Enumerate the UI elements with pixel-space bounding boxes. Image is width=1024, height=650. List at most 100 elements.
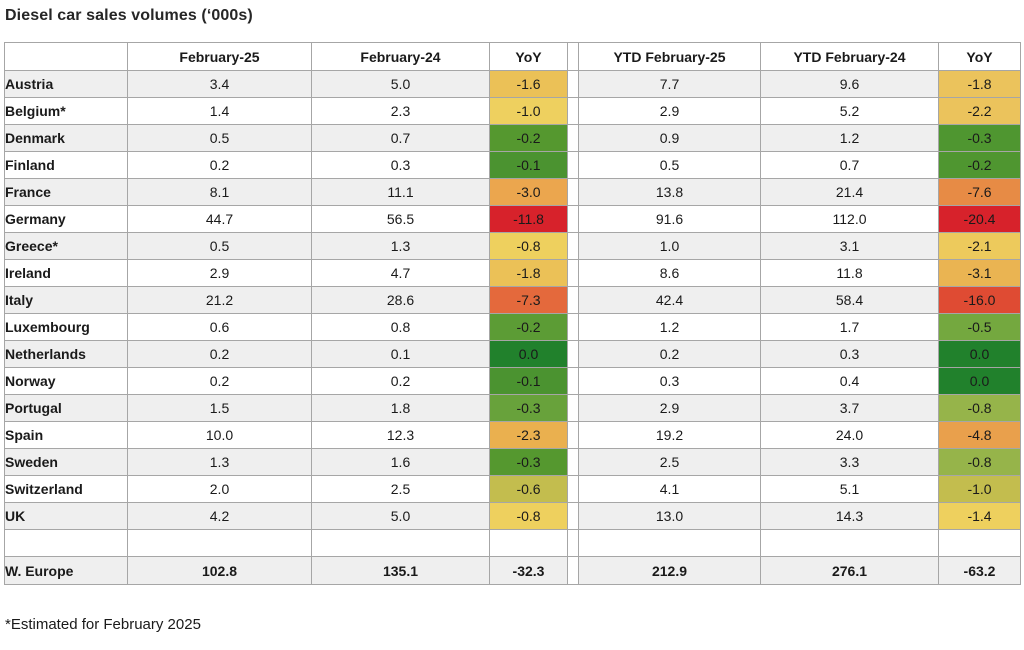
total-ytd24-value: 276.1 (760, 556, 939, 585)
spacer-cell (567, 367, 579, 395)
country-cell: Italy (4, 286, 128, 314)
blank-cell (760, 529, 939, 557)
ytd-yoy-value-cell: -0.5 (938, 313, 1021, 341)
blank-cell (578, 529, 761, 557)
country-cell: Belgium* (4, 97, 128, 125)
feb25-value-cell: 0.6 (127, 313, 312, 341)
ytd24-value-cell: 0.7 (760, 151, 939, 179)
table-row: Portugal 1.5 1.8 -0.3 2.9 3.7 -0.8 (4, 394, 1021, 422)
ytd24-value-cell: 21.4 (760, 178, 939, 206)
total-ytd25-value: 212.9 (578, 556, 761, 585)
feb24-value-cell: 2.3 (311, 97, 490, 125)
country-cell: Norway (4, 367, 128, 395)
country-cell: Portugal (4, 394, 128, 422)
country-cell: Luxembourg (4, 313, 128, 341)
ytd25-value-cell: 2.9 (578, 97, 761, 125)
yoy-value-cell: -0.2 (489, 124, 568, 152)
ytd25-value-cell: 1.2 (578, 313, 761, 341)
yoy-value-cell: -1.6 (489, 70, 568, 98)
table-row: Ireland 2.9 4.7 -1.8 8.6 11.8 -3.1 (4, 259, 1021, 287)
yoy-value-cell: -0.2 (489, 313, 568, 341)
table-footer: W. Europe 102.8 135.1 -32.3 212.9 276.1 … (4, 529, 1021, 585)
spacer-cell (567, 259, 579, 287)
country-cell: Switzerland (4, 475, 128, 503)
yoy-value-cell: -0.6 (489, 475, 568, 503)
yoy-value-cell: -0.8 (489, 232, 568, 260)
ytd25-value-cell: 13.0 (578, 502, 761, 530)
ytd24-value-cell: 24.0 (760, 421, 939, 449)
table-row: Switzerland 2.0 2.5 -0.6 4.1 5.1 -1.0 (4, 475, 1021, 503)
table-row: Austria 3.4 5.0 -1.6 7.7 9.6 -1.8 (4, 70, 1021, 98)
feb25-value-cell: 10.0 (127, 421, 312, 449)
ytd24-value-cell: 3.7 (760, 394, 939, 422)
ytd-yoy-value-cell: -2.2 (938, 97, 1021, 125)
ytd25-value-cell: 13.8 (578, 178, 761, 206)
table-row: Luxembourg 0.6 0.8 -0.2 1.2 1.7 -0.5 (4, 313, 1021, 341)
table-row: Denmark 0.5 0.7 -0.2 0.9 1.2 -0.3 (4, 124, 1021, 152)
footnote: *Estimated for February 2025 (5, 616, 201, 633)
table-row: France 8.1 11.1 -3.0 13.8 21.4 -7.6 (4, 178, 1021, 206)
ytd24-value-cell: 112.0 (760, 205, 939, 233)
ytd24-value-cell: 1.2 (760, 124, 939, 152)
ytd25-value-cell: 1.0 (578, 232, 761, 260)
feb24-value-cell: 28.6 (311, 286, 490, 314)
ytd25-value-cell: 2.5 (578, 448, 761, 476)
column-header-country (4, 42, 128, 71)
spacer-cell (567, 556, 579, 585)
ytd24-value-cell: 3.3 (760, 448, 939, 476)
table-row: Finland 0.2 0.3 -0.1 0.5 0.7 -0.2 (4, 151, 1021, 179)
feb24-value-cell: 12.3 (311, 421, 490, 449)
feb25-value-cell: 0.5 (127, 124, 312, 152)
country-cell: Greece* (4, 232, 128, 260)
spacer-cell (567, 232, 579, 260)
feb25-value-cell: 2.9 (127, 259, 312, 287)
ytd-yoy-value-cell: -16.0 (938, 286, 1021, 314)
ytd25-value-cell: 0.2 (578, 340, 761, 368)
spacer-cell (567, 529, 579, 557)
column-header-yoy: YoY (489, 42, 568, 71)
ytd-yoy-value-cell: -1.0 (938, 475, 1021, 503)
spacer-cell (567, 70, 579, 98)
total-ytd-yoy-value: -63.2 (938, 556, 1021, 585)
yoy-value-cell: -0.3 (489, 394, 568, 422)
table-body: Austria 3.4 5.0 -1.6 7.7 9.6 -1.8 Belgium* 1.4 2.… (4, 70, 1021, 530)
country-cell: Ireland (4, 259, 128, 287)
ytd-yoy-value-cell: -0.8 (938, 448, 1021, 476)
column-header-february-24: February-24 (311, 42, 490, 71)
yoy-value-cell: -1.0 (489, 97, 568, 125)
feb24-value-cell: 0.1 (311, 340, 490, 368)
feb24-value-cell: 0.3 (311, 151, 490, 179)
column-header-ytd-yoy: YoY (938, 42, 1021, 71)
spacer-cell (567, 178, 579, 206)
feb24-value-cell: 5.0 (311, 70, 490, 98)
country-cell: Germany (4, 205, 128, 233)
feb24-value-cell: 0.2 (311, 367, 490, 395)
feb25-value-cell: 1.5 (127, 394, 312, 422)
yoy-value-cell: -1.8 (489, 259, 568, 287)
country-cell: Netherlands (4, 340, 128, 368)
ytd24-value-cell: 0.3 (760, 340, 939, 368)
feb25-value-cell: 0.2 (127, 340, 312, 368)
ytd-yoy-value-cell: -3.1 (938, 259, 1021, 287)
ytd25-value-cell: 4.1 (578, 475, 761, 503)
feb24-value-cell: 2.5 (311, 475, 490, 503)
yoy-value-cell: -7.3 (489, 286, 568, 314)
total-row-label: W. Europe (4, 556, 128, 585)
ytd24-value-cell: 3.1 (760, 232, 939, 260)
ytd25-value-cell: 42.4 (578, 286, 761, 314)
yoy-value-cell: 0.0 (489, 340, 568, 368)
spacer-cell (567, 502, 579, 530)
feb24-value-cell: 4.7 (311, 259, 490, 287)
country-cell: France (4, 178, 128, 206)
ytd25-value-cell: 0.5 (578, 151, 761, 179)
column-header-ytd-february-24: YTD February-24 (760, 42, 939, 71)
report-page: Diesel car sales volumes (‘000s) Februar… (4, 7, 1021, 633)
feb24-value-cell: 5.0 (311, 502, 490, 530)
spacer-cell (567, 42, 579, 71)
feb24-value-cell: 1.3 (311, 232, 490, 260)
feb25-value-cell: 0.2 (127, 367, 312, 395)
yoy-value-cell: -3.0 (489, 178, 568, 206)
yoy-value-cell: -0.1 (489, 151, 568, 179)
header-row: February-25 February-24 YoY YTD February… (4, 42, 1021, 71)
yoy-value-cell: -0.1 (489, 367, 568, 395)
